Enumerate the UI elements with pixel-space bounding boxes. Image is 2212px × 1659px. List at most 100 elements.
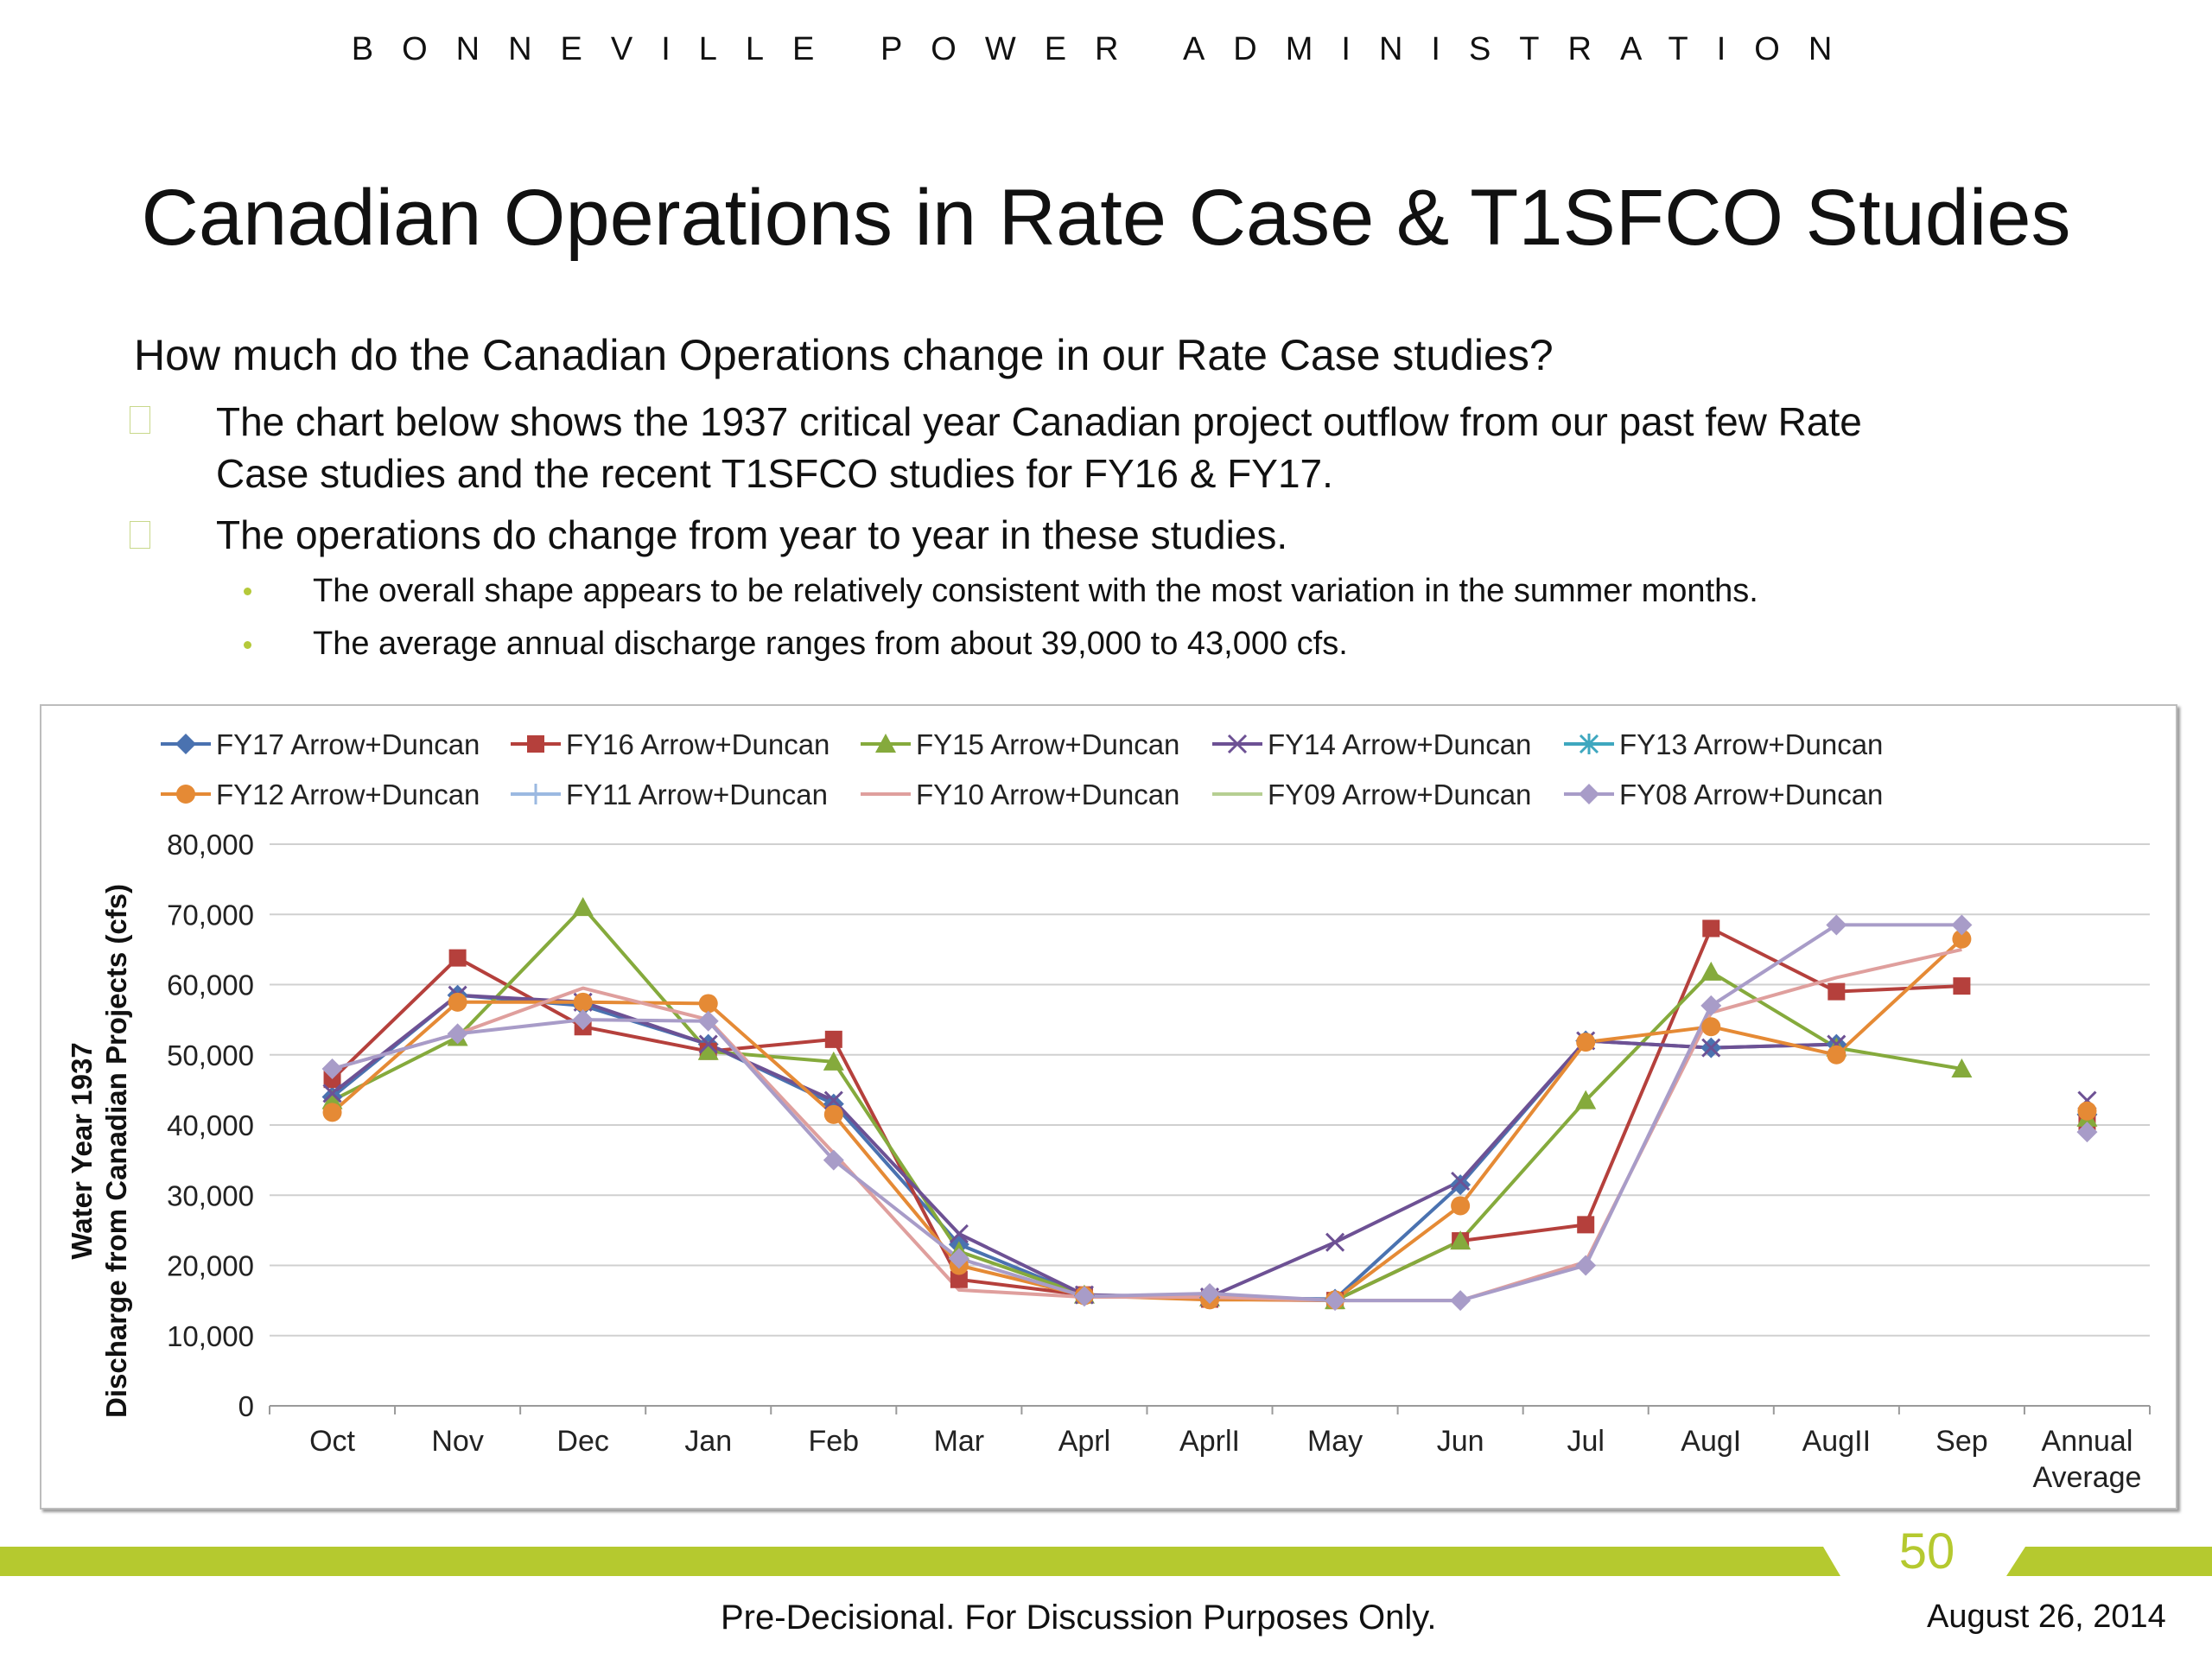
footer-band-left bbox=[0, 1547, 1840, 1576]
x-tick-label: AugII bbox=[1802, 1425, 1871, 1458]
legend-label: FY15 Arrow+Duncan bbox=[916, 728, 1179, 760]
data-point bbox=[1450, 1290, 1471, 1312]
chart-frame: 0 10,000 20,000 30,000 40,000 50,000 60,000 70,… bbox=[40, 704, 2177, 1510]
legend-label: FY11 Arrow+Duncan bbox=[566, 779, 828, 810]
y-axis-label: Water Year 1937 bbox=[66, 1042, 98, 1259]
data-point bbox=[948, 1248, 969, 1269]
sub-bullet-1: The overall shape appears to be relative… bbox=[313, 573, 1758, 609]
legend-marker bbox=[1227, 734, 1248, 754]
page-number: 50 bbox=[1898, 1523, 1955, 1580]
data-point bbox=[823, 1104, 843, 1124]
data-point bbox=[321, 1090, 343, 1109]
x-tick-label: Annual bbox=[2042, 1425, 2133, 1458]
y-tick-label: 0 bbox=[238, 1390, 254, 1422]
series-line bbox=[331, 938, 1963, 1302]
legend-label: FY09 Arrow+Duncan bbox=[1268, 779, 1531, 810]
legend-label: FY12 Arrow+Duncan bbox=[216, 779, 480, 810]
footer-disclaimer: Pre-Decisional. For Discussion Purposes … bbox=[721, 1599, 1437, 1637]
data-point bbox=[1701, 1017, 1721, 1037]
series-line bbox=[331, 906, 1962, 1303]
legend-label: FY13 Arrow+Duncan bbox=[1619, 728, 1883, 760]
x-tick-label: Mar bbox=[934, 1425, 985, 1458]
data-point bbox=[2077, 1101, 2097, 1121]
x-tick-label: Average bbox=[2032, 1461, 2141, 1494]
bullet-dot-icon bbox=[244, 641, 251, 649]
legend-marker bbox=[527, 735, 544, 753]
data-point bbox=[1325, 1290, 1346, 1312]
footer-date: August 26, 2014 bbox=[1927, 1599, 2166, 1635]
y-tick-label: 70,000 bbox=[167, 899, 254, 931]
data-point bbox=[1450, 1174, 1471, 1196]
data-point bbox=[1576, 1033, 1596, 1052]
data-point bbox=[1951, 914, 1973, 936]
series-line bbox=[331, 947, 1962, 1303]
legend-label: FY14 Arrow+Duncan bbox=[1268, 728, 1531, 760]
question-text: How much do the Canadian Operations chan… bbox=[134, 331, 1554, 379]
legend-label: FY17 Arrow+Duncan bbox=[216, 728, 480, 760]
y-tick-label: 60,000 bbox=[167, 969, 254, 1001]
x-tick-label: AprlI bbox=[1179, 1425, 1240, 1458]
data-point bbox=[1073, 1286, 1095, 1307]
org-banner: BONNEVILLE POWER ADMINISTRATION bbox=[351, 31, 1861, 67]
data-point bbox=[1951, 1058, 1973, 1077]
data-point bbox=[448, 949, 467, 967]
data-point bbox=[573, 992, 593, 1012]
sub-bullet-2: The average annual discharge ranges from… bbox=[313, 626, 1348, 662]
x-tick-label: Oct bbox=[309, 1425, 355, 1458]
data-point bbox=[950, 1270, 968, 1288]
data-point bbox=[1451, 1171, 1471, 1192]
data-point bbox=[1826, 914, 1847, 936]
bullet-box-icon bbox=[130, 521, 150, 549]
data-point bbox=[1700, 961, 1722, 981]
legend-label: FY16 Arrow+Duncan bbox=[566, 728, 830, 760]
legend-marker bbox=[1579, 784, 1599, 804]
bullet-2-line-1: The operations do change from year to ye… bbox=[216, 512, 1288, 557]
footer-band-right bbox=[2006, 1547, 2212, 1576]
bullet-dot-icon bbox=[244, 588, 251, 595]
data-point bbox=[447, 1023, 468, 1045]
data-point bbox=[697, 1010, 719, 1032]
data-point bbox=[1827, 1045, 1847, 1065]
data-point bbox=[2076, 1122, 2098, 1143]
x-tick-label: Jan bbox=[684, 1425, 732, 1458]
data-point bbox=[1575, 1255, 1597, 1276]
slide-title: Canadian Operations in Rate Case & T1SFC… bbox=[141, 174, 2071, 262]
x-tick-label: Aprl bbox=[1058, 1425, 1110, 1458]
legend-marker bbox=[875, 734, 896, 753]
data-point bbox=[1953, 977, 1971, 995]
data-point bbox=[1702, 919, 1720, 938]
bullet-2: The operations do change from year to ye… bbox=[216, 509, 1287, 561]
data-point bbox=[572, 1009, 594, 1031]
data-point bbox=[322, 1103, 342, 1122]
data-point bbox=[1325, 1232, 1345, 1252]
data-point bbox=[1701, 1038, 1721, 1058]
x-tick-label: Dec bbox=[556, 1425, 608, 1458]
data-point bbox=[322, 1084, 342, 1103]
legend-marker bbox=[1579, 734, 1599, 754]
y-tick-label: 50,000 bbox=[167, 1039, 254, 1071]
y-tick-label: 30,000 bbox=[167, 1179, 254, 1211]
series-line bbox=[331, 923, 1962, 1303]
x-tick-label: Sep bbox=[1936, 1425, 1988, 1458]
bullet-1-line-2: Case studies and the recent T1SFCO studi… bbox=[216, 451, 1333, 496]
x-tick-label: Jul bbox=[1567, 1425, 1604, 1458]
y-tick-label: 40,000 bbox=[167, 1109, 254, 1141]
x-tick-label: Jun bbox=[1437, 1425, 1484, 1458]
data-point bbox=[824, 1030, 842, 1048]
data-point bbox=[823, 1051, 844, 1071]
x-tick-label: May bbox=[1307, 1425, 1363, 1458]
data-point bbox=[1827, 982, 1846, 1001]
y-axis-label: Discharge from Canadian Projects (cfs) bbox=[100, 884, 132, 1418]
data-point bbox=[949, 1224, 969, 1243]
data-point bbox=[448, 992, 467, 1012]
data-point bbox=[1700, 995, 1722, 1016]
bullet-1-line-1: The chart below shows the 1937 critical … bbox=[216, 399, 1862, 444]
data-point bbox=[823, 1149, 844, 1171]
data-point bbox=[1952, 929, 1972, 949]
data-point bbox=[697, 1040, 719, 1060]
discharge-line-chart: 0 10,000 20,000 30,000 40,000 50,000 60,000 70,… bbox=[66, 728, 2151, 1494]
y-tick-label: 80,000 bbox=[167, 829, 254, 861]
x-tick-label: Nov bbox=[431, 1425, 483, 1458]
data-point bbox=[1450, 1230, 1471, 1250]
data-point bbox=[1199, 1283, 1220, 1304]
